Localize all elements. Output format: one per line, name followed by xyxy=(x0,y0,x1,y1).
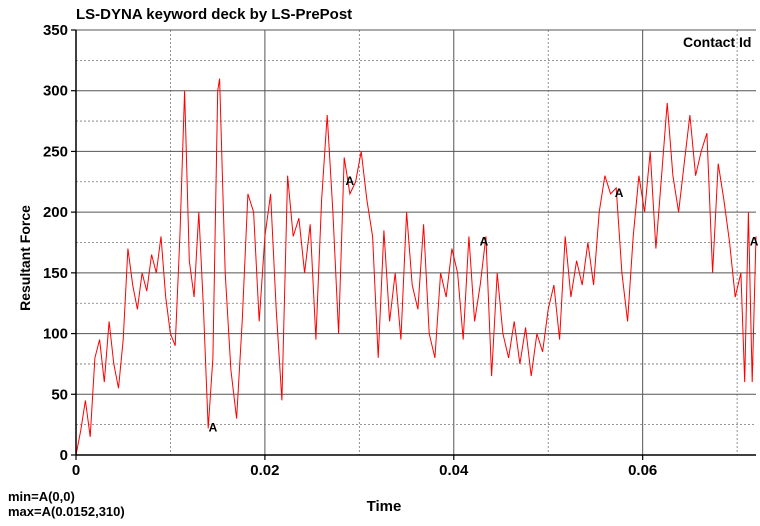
chart-title: LS-DYNA keyword deck by LS-PrePost xyxy=(76,6,353,23)
series-marker-2: A xyxy=(480,235,489,249)
y-tick-label: 300 xyxy=(43,83,68,100)
x-tick-label: 0.06 xyxy=(628,462,657,479)
y-tick-label: 350 xyxy=(43,22,68,39)
series-markers: A A A A A xyxy=(209,174,759,434)
y-tick-label: 100 xyxy=(43,326,68,343)
y-tick-label: 250 xyxy=(43,143,68,160)
series-marker-0: A xyxy=(209,420,218,434)
x-tick-label: 0.02 xyxy=(250,462,279,479)
series-marker-3: A xyxy=(615,186,624,200)
x-tick-label: 0 xyxy=(72,462,80,479)
series-layer xyxy=(75,78,757,456)
x-axis-label: Time xyxy=(366,498,402,515)
max-readout: max=A(0.0152,310) xyxy=(8,504,125,519)
y-tick-label: 50 xyxy=(51,386,68,403)
tick-labels: 0 0.02 0.04 0.06 0 50 100 150 200 250 300 350 xyxy=(43,22,657,479)
series-line-0 xyxy=(75,78,757,456)
y-tick-label: 0 xyxy=(60,447,68,464)
min-readout: min=A(0,0) xyxy=(8,489,75,504)
y-tick-label: 200 xyxy=(43,204,68,221)
series-marker-4: A xyxy=(750,235,759,249)
x-tick-label: 0.04 xyxy=(439,462,469,479)
y-tick-label: 150 xyxy=(43,265,68,282)
axes xyxy=(71,29,756,460)
legend-entry: Contact Id xyxy=(683,34,752,50)
series-marker-1: A xyxy=(346,174,355,188)
y-axis-label: Resultant Force xyxy=(17,205,33,311)
